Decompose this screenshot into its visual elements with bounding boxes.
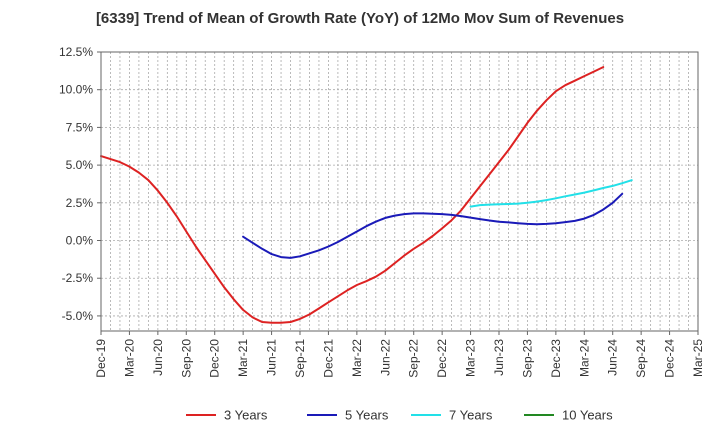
legend: 3 Years 5 Years 7 Years 10 Years: [186, 408, 613, 423]
y-tick-label: 2.5%: [66, 196, 94, 210]
y-tick-label: 5.0%: [66, 158, 94, 172]
x-tick-label: Sep-21: [293, 339, 307, 378]
x-tick-label: Mar-21: [236, 339, 250, 377]
plot-background: [101, 52, 698, 331]
legend-label-3-years: 3 Years: [224, 408, 268, 423]
x-tick-label: Jun-21: [265, 339, 279, 376]
series-line-7-years: [469, 179, 633, 208]
x-tick-label: Dec-20: [208, 339, 222, 378]
plot-area: [101, 52, 698, 331]
legend-label-5-years: 5 Years: [345, 408, 389, 423]
x-tick-label: Mar-23: [464, 339, 478, 377]
grid-lines: [101, 51, 698, 331]
x-tick-label: Jun-23: [492, 339, 506, 376]
x-tick-label: Sep-24: [634, 339, 648, 378]
plot-frame: [100, 51, 699, 332]
x-tick-label: Dec-23: [549, 339, 563, 378]
x-axis-ticks: Dec-19 Mar-20 Jun-20 Sep-20 Dec-20 Mar-21 Jun-…: [94, 331, 705, 378]
chart-title: [6339] Trend of Mean of Growth Rate (YoY…: [95, 10, 625, 27]
y-tick-label: -2.5%: [62, 271, 94, 285]
y-tick-label: 7.5%: [66, 120, 94, 134]
y-tick-label: -5.0%: [62, 309, 94, 323]
legend-label-7-years: 7 Years: [449, 408, 493, 423]
x-tick-label: Dec-22: [435, 339, 449, 378]
x-tick-label: Dec-24: [663, 339, 677, 378]
x-tick-label: Jun-22: [378, 339, 392, 376]
y-axis-ticks: 12.5% 10.0% 7.5% 5.0% 2.5% 0.0% -2.5% -5.0%: [59, 45, 101, 323]
series-line-3-years: [100, 66, 605, 324]
x-tick-label: Sep-20: [179, 339, 193, 378]
x-tick-label: Dec-19: [94, 339, 108, 378]
x-tick-label: Mar-22: [350, 339, 364, 377]
x-tick-label: Mar-20: [122, 339, 136, 377]
x-tick-label: Sep-22: [407, 339, 421, 378]
plot-border: [100, 51, 699, 332]
series-layer: [100, 66, 633, 324]
y-tick-label: 12.5%: [59, 45, 93, 59]
legend-label-10-years: 10 Years: [562, 408, 613, 423]
y-tick-label: 10.0%: [59, 83, 93, 97]
y-tick-label: 0.0%: [66, 234, 94, 248]
x-tick-label: Jun-20: [151, 339, 165, 376]
series-line-5-years: [242, 192, 624, 259]
x-tick-label: Dec-21: [321, 339, 335, 378]
x-tick-label: Mar-25: [691, 339, 705, 377]
x-tick-label: Mar-24: [577, 339, 591, 377]
x-tick-label: Sep-23: [520, 339, 534, 378]
x-tick-label: Jun-24: [606, 339, 620, 376]
